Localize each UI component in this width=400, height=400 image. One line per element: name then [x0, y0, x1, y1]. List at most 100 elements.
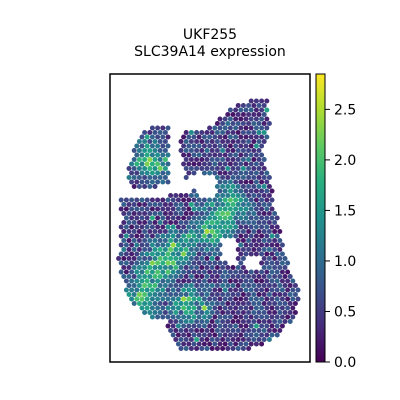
spot [269, 278, 275, 284]
spot [194, 166, 200, 171]
spot [230, 346, 236, 351]
spot [233, 269, 239, 275]
spot [264, 269, 270, 275]
spot [279, 251, 285, 257]
spot [246, 319, 252, 324]
spot [266, 247, 272, 252]
spot [170, 260, 176, 266]
spot [259, 98, 265, 104]
spot [136, 220, 142, 225]
spot [214, 337, 220, 342]
spot [214, 247, 220, 252]
spot [173, 292, 179, 297]
spot [256, 247, 262, 252]
spot [261, 193, 267, 198]
spot [287, 274, 293, 279]
spot [183, 193, 189, 198]
spot [225, 229, 231, 234]
spot [222, 143, 228, 149]
spot [225, 166, 231, 171]
spot [134, 278, 140, 284]
spot [264, 206, 270, 212]
spot [238, 341, 244, 347]
spot [212, 170, 218, 176]
spot [199, 328, 205, 333]
spot [186, 341, 192, 347]
spot [142, 148, 148, 153]
spot [248, 125, 254, 131]
spot [173, 202, 179, 207]
spot [220, 328, 226, 333]
spot [253, 134, 259, 140]
spot [178, 292, 184, 297]
spot [227, 161, 233, 167]
spot [147, 283, 153, 288]
spot [181, 161, 187, 167]
spot [243, 125, 249, 131]
spot [175, 242, 181, 248]
spot [264, 107, 270, 113]
spot [238, 134, 244, 140]
spot [243, 107, 249, 113]
spot [181, 314, 187, 320]
spot [256, 283, 262, 288]
spot [261, 274, 267, 279]
spot [269, 332, 275, 338]
spot [220, 148, 226, 153]
spot [188, 337, 194, 342]
spot [201, 143, 207, 149]
spot [131, 157, 137, 162]
spot [261, 229, 267, 234]
spot [207, 224, 213, 230]
spot [248, 332, 254, 338]
spot [152, 175, 158, 180]
spot [209, 337, 215, 342]
spot [225, 157, 231, 162]
spot [220, 346, 226, 351]
spot [285, 314, 291, 320]
spot [214, 283, 220, 288]
spot [175, 305, 181, 311]
spot [160, 233, 166, 239]
spot [272, 283, 278, 288]
spot [209, 301, 215, 306]
spot [220, 310, 226, 315]
spot [191, 332, 197, 338]
spot [272, 328, 278, 333]
spot [152, 247, 158, 252]
spot [214, 121, 220, 126]
spot [214, 301, 220, 306]
spot [144, 278, 150, 284]
spot [199, 148, 205, 153]
chart-title: UKF255 [183, 27, 237, 43]
spot [235, 184, 241, 189]
spot [136, 148, 142, 153]
spot [178, 247, 184, 252]
spot [238, 206, 244, 212]
spot [170, 224, 176, 230]
spot [238, 197, 244, 203]
spot [204, 283, 210, 288]
spot [165, 215, 171, 221]
spot [217, 125, 223, 131]
spot [139, 296, 145, 302]
spot [214, 292, 220, 297]
spot [134, 179, 140, 185]
spot [157, 238, 163, 243]
spot [194, 148, 200, 153]
spot [251, 328, 257, 333]
spot [131, 211, 137, 216]
spot [199, 319, 205, 324]
spot [243, 152, 249, 158]
spot [142, 229, 148, 234]
spot [170, 269, 176, 275]
spot [168, 310, 174, 315]
spot [253, 323, 259, 329]
spot [183, 328, 189, 333]
spot [233, 107, 239, 113]
spot [220, 319, 226, 324]
spot [274, 287, 280, 293]
spot [230, 157, 236, 162]
spot [173, 301, 179, 306]
spot [168, 319, 174, 324]
